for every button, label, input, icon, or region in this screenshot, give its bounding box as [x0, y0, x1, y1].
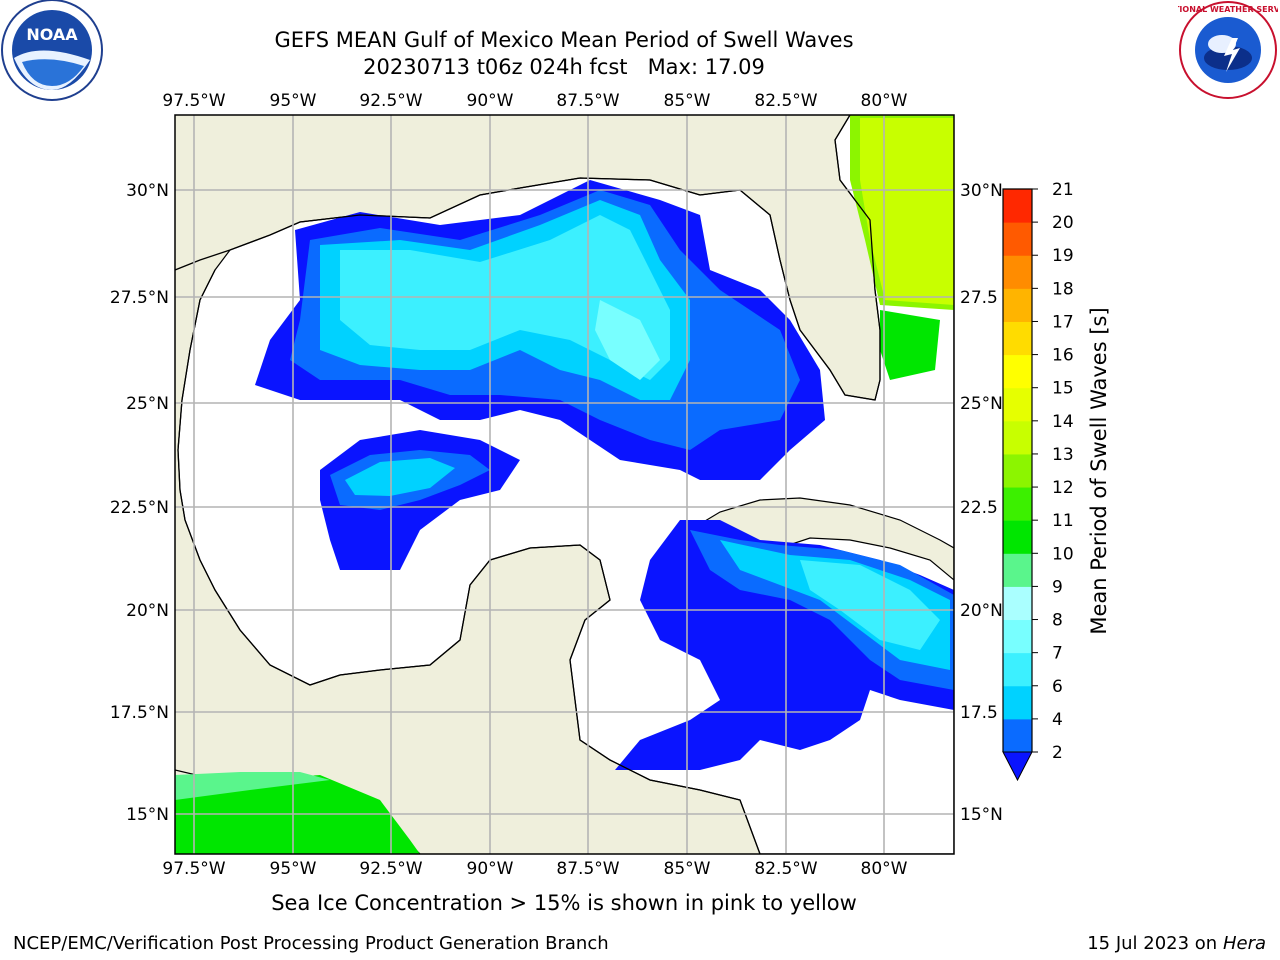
lon-label-bottom-1: 95°W	[270, 859, 317, 879]
colorbar-tick-label-6: 10	[1052, 544, 1074, 564]
colorbar-tick-label-8: 12	[1052, 478, 1074, 498]
colorbar-segment-12	[1003, 321, 1032, 356]
colorbar-segment-6	[1003, 520, 1032, 554]
colorbar-segment-7	[1003, 487, 1032, 521]
lat-label-left-2: 25°N	[126, 394, 169, 414]
lat-label-left-3: 22.5°N	[110, 498, 169, 518]
colorbar-label: Mean Period of Swell Waves [s]	[1087, 307, 1111, 634]
colorbar-tick-label-3: 7	[1052, 644, 1063, 664]
lat-label-right-4: 20°N	[960, 601, 1003, 621]
colorbar-segment-4	[1003, 586, 1032, 621]
colorbar-segment-2	[1003, 652, 1032, 687]
lat-label-left-6: 15°N	[126, 805, 169, 825]
colorbar-segment-1	[1003, 685, 1032, 720]
lon-label-bottom-2: 92.5°W	[359, 859, 422, 879]
coastline	[175, 115, 881, 401]
lon-label-bottom-3: 90°W	[467, 859, 514, 879]
lat-label-left-0: 30°N	[126, 181, 169, 201]
colorbar-segment-3	[1003, 619, 1032, 654]
colorbar: 2 4 6 7 8 9 10 11 12 13 14 15 16 17 18 19 20 21	[1002, 180, 1074, 782]
lat-label-right-3: 22.5	[960, 498, 998, 518]
lat-label-left-4: 20°N	[126, 601, 169, 621]
latitude-labels-right: 30°N 27.5 25°N 22.5 20°N 17.5 15°N	[960, 181, 1003, 825]
colorbar-tick-label-10: 14	[1052, 412, 1074, 432]
colorbar-segment-16	[1003, 189, 1032, 223]
colorbar-tick-label-4: 8	[1052, 611, 1063, 631]
colorbar-segment-13	[1003, 288, 1032, 322]
sea-ice-caption: Sea Ice Concentration > 15% is shown in …	[271, 891, 857, 915]
colorbar-tick-label-16: 20	[1052, 213, 1074, 233]
gridlines	[175, 115, 954, 854]
chart-title: GEFS MEAN Gulf of Mexico Mean Period of …	[274, 28, 854, 52]
lat-label-right-1: 27.5	[960, 288, 998, 308]
lat-label-right-0: 30°N	[960, 181, 1003, 201]
swell-field	[175, 115, 954, 854]
footer-credit: NCEP/EMC/Verification Post Processing Pr…	[13, 933, 609, 954]
lon-label-bottom-6: 82.5°W	[754, 859, 817, 879]
lon-label-top-1: 95°W	[270, 91, 317, 111]
colorbar-segment-8	[1003, 453, 1032, 488]
lon-label-top-0: 97.5°W	[162, 91, 225, 111]
lon-label-bottom-0: 97.5°W	[162, 859, 225, 879]
noaa-logo: NOAA	[1, 0, 103, 101]
colorbar-segment-15	[1003, 222, 1032, 256]
footer-date: 15 Jul 2023 on Hera	[1087, 933, 1266, 954]
footer-machine: Hera	[1222, 933, 1266, 954]
lon-label-bottom-4: 87.5°W	[556, 859, 619, 879]
noaa-logo-text: NOAA	[26, 25, 78, 44]
lon-label-top-5: 85°W	[664, 91, 711, 111]
lon-label-bottom-7: 80°W	[861, 859, 908, 879]
colorbar-outline	[1002, 188, 1033, 752]
lat-label-left-1: 27.5°N	[110, 288, 169, 308]
colorbar-tick-label-13: 17	[1052, 312, 1074, 332]
longitude-labels-bottom: 97.5°W 95°W 92.5°W 90°W 87.5°W 85°W 82.5°W 80°W	[162, 859, 907, 879]
colorbar-tick-label-5: 9	[1052, 577, 1063, 597]
colorbar-tick-label-7: 11	[1052, 511, 1074, 531]
colorbar-segment-14	[1003, 255, 1032, 289]
chart-subtitle: 20230713 t06z 024h fcst Max: 17.09	[363, 55, 765, 79]
lon-label-top-7: 80°W	[861, 91, 908, 111]
lat-label-right-5: 17.5	[960, 703, 998, 723]
colorbar-tick-label-15: 19	[1052, 246, 1074, 266]
colorbar-tick-label-12: 16	[1052, 346, 1074, 366]
longitude-labels-top: 97.5°W 95°W 92.5°W 90°W 87.5°W 85°W 82.5°W 80°W	[162, 91, 907, 111]
lat-label-left-5: 17.5°N	[110, 703, 169, 723]
lat-label-right-6: 15°N	[960, 805, 1003, 825]
lat-label-right-2: 25°N	[960, 394, 1003, 414]
colorbar-segment-5	[1003, 553, 1032, 587]
colorbar-tick-label-14: 18	[1052, 279, 1074, 299]
lon-label-bottom-5: 85°W	[664, 859, 711, 879]
lon-label-top-6: 82.5°W	[754, 91, 817, 111]
lon-label-top-3: 90°W	[467, 91, 514, 111]
colorbar-tick-label-11: 15	[1052, 379, 1074, 399]
map-frame	[174, 114, 955, 855]
colorbar-tick-label-1: 4	[1052, 710, 1063, 730]
colorbar-tick-label-9: 13	[1052, 445, 1074, 465]
lon-label-top-2: 92.5°W	[359, 91, 422, 111]
coastline-yucatan	[177, 269, 761, 854]
colorbar-segment-11	[1003, 354, 1032, 389]
nws-logo: NATIONAL WEATHER SERVICE	[1178, 1, 1278, 99]
nws-logo-text: NATIONAL WEATHER SERVICE	[1178, 5, 1278, 14]
map-area	[175, 115, 954, 854]
colorbar-tick-label-2: 6	[1052, 677, 1063, 697]
footer-date-text: 15 Jul 2023 on	[1087, 933, 1218, 954]
colorbar-segment-9	[1003, 420, 1032, 455]
colorbar-extend-arrow	[1002, 751, 1033, 782]
colorbar-segment-10	[1003, 387, 1032, 422]
colorbar-tick-label-0: 2	[1052, 743, 1063, 763]
colorbar-segment-0	[1003, 718, 1032, 753]
lon-label-top-4: 87.5°W	[556, 91, 619, 111]
colorbar-tick-label-17: 21	[1052, 180, 1074, 200]
latitude-labels-left: 30°N 27.5°N 25°N 22.5°N 20°N 17.5°N 15°N	[110, 181, 169, 825]
